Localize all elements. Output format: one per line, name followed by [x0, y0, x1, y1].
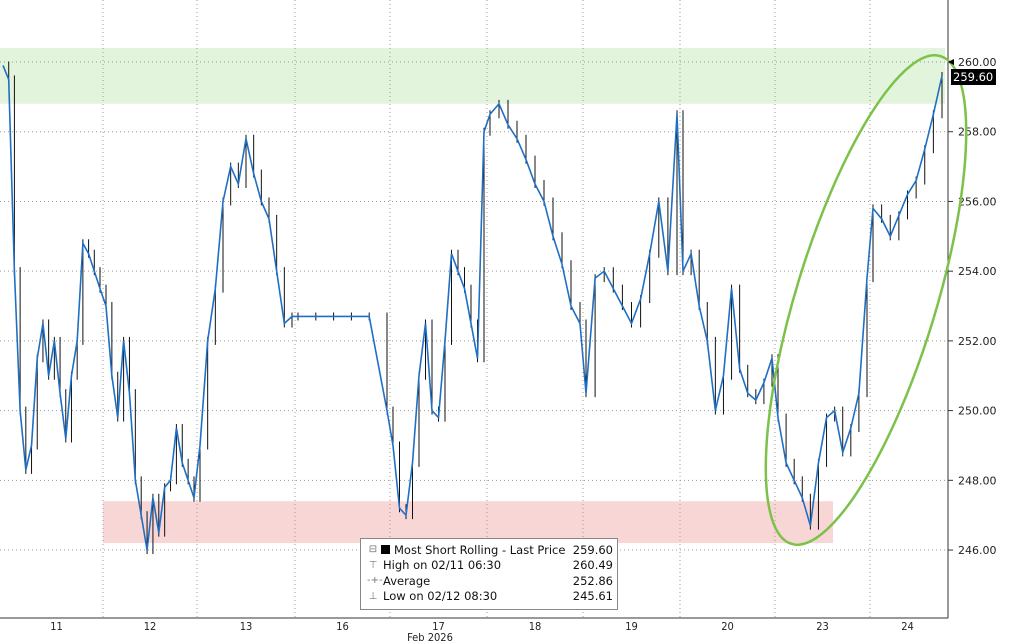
- legend-label: Most Short Rolling - Last Price: [394, 542, 566, 557]
- tree-collapse-icon[interactable]: ⊟: [368, 544, 378, 556]
- y-tick-label: 256.00: [958, 195, 997, 208]
- series-swatch: [381, 545, 390, 555]
- legend: ⊟ Most Short Rolling - Last Price 259.60 ⊤…: [360, 538, 618, 610]
- y-tick-label: 252.00: [958, 335, 997, 348]
- legend-label: Average: [383, 573, 431, 588]
- highlight-ellipse: [764, 54, 968, 546]
- legend-value: 260.49: [572, 558, 613, 573]
- legend-value: 259.60: [572, 542, 613, 557]
- low-marker-icon: ⊥: [368, 590, 378, 602]
- y-tick-label: 246.00: [958, 544, 997, 557]
- x-tick-label: 12: [144, 620, 157, 633]
- legend-value: 252.86: [572, 573, 613, 588]
- price-line: [2, 65, 943, 551]
- price-pointer: [948, 59, 954, 65]
- resistance-band: [0, 48, 945, 104]
- legend-value: 245.61: [572, 589, 613, 604]
- legend-label: High on 02/11 06:30: [383, 558, 502, 573]
- legend-label: Low on 02/12 08:30: [383, 589, 498, 604]
- y-tick-label: 258.00: [958, 126, 997, 139]
- last-price-tag: 259.60: [951, 69, 997, 85]
- legend-row-last-price: ⊟ Most Short Rolling - Last Price 259.60: [367, 542, 613, 558]
- x-tick-label: 23: [816, 620, 829, 633]
- y-tick-label: 250.00: [958, 405, 997, 418]
- x-tick-label: 16: [336, 620, 349, 633]
- x-month-label: Feb 2026: [407, 631, 453, 644]
- x-tick-label: 19: [625, 620, 638, 633]
- x-tick-label: 18: [529, 620, 542, 633]
- x-tick-label: 20: [721, 620, 734, 633]
- x-tick-label: 11: [50, 620, 63, 633]
- legend-row-high: ⊤ High on 02/11 06:30 260.49: [367, 558, 613, 574]
- x-tick-label: 17: [432, 620, 445, 633]
- y-tick-label: 248.00: [958, 474, 997, 487]
- average-marker-icon: -+-: [367, 575, 383, 587]
- support-band: [103, 501, 833, 544]
- high-marker-icon: ⊤: [368, 559, 378, 571]
- x-tick-label: 13: [240, 620, 253, 633]
- legend-row-low: ⊥ Low on 02/12 08:30 245.61: [367, 589, 613, 605]
- x-tick-label: 24: [901, 620, 914, 633]
- y-tick-label: 254.00: [958, 265, 997, 278]
- y-tick-label: 260.00: [958, 56, 997, 69]
- legend-row-average: -+- Average 252.86: [367, 573, 613, 589]
